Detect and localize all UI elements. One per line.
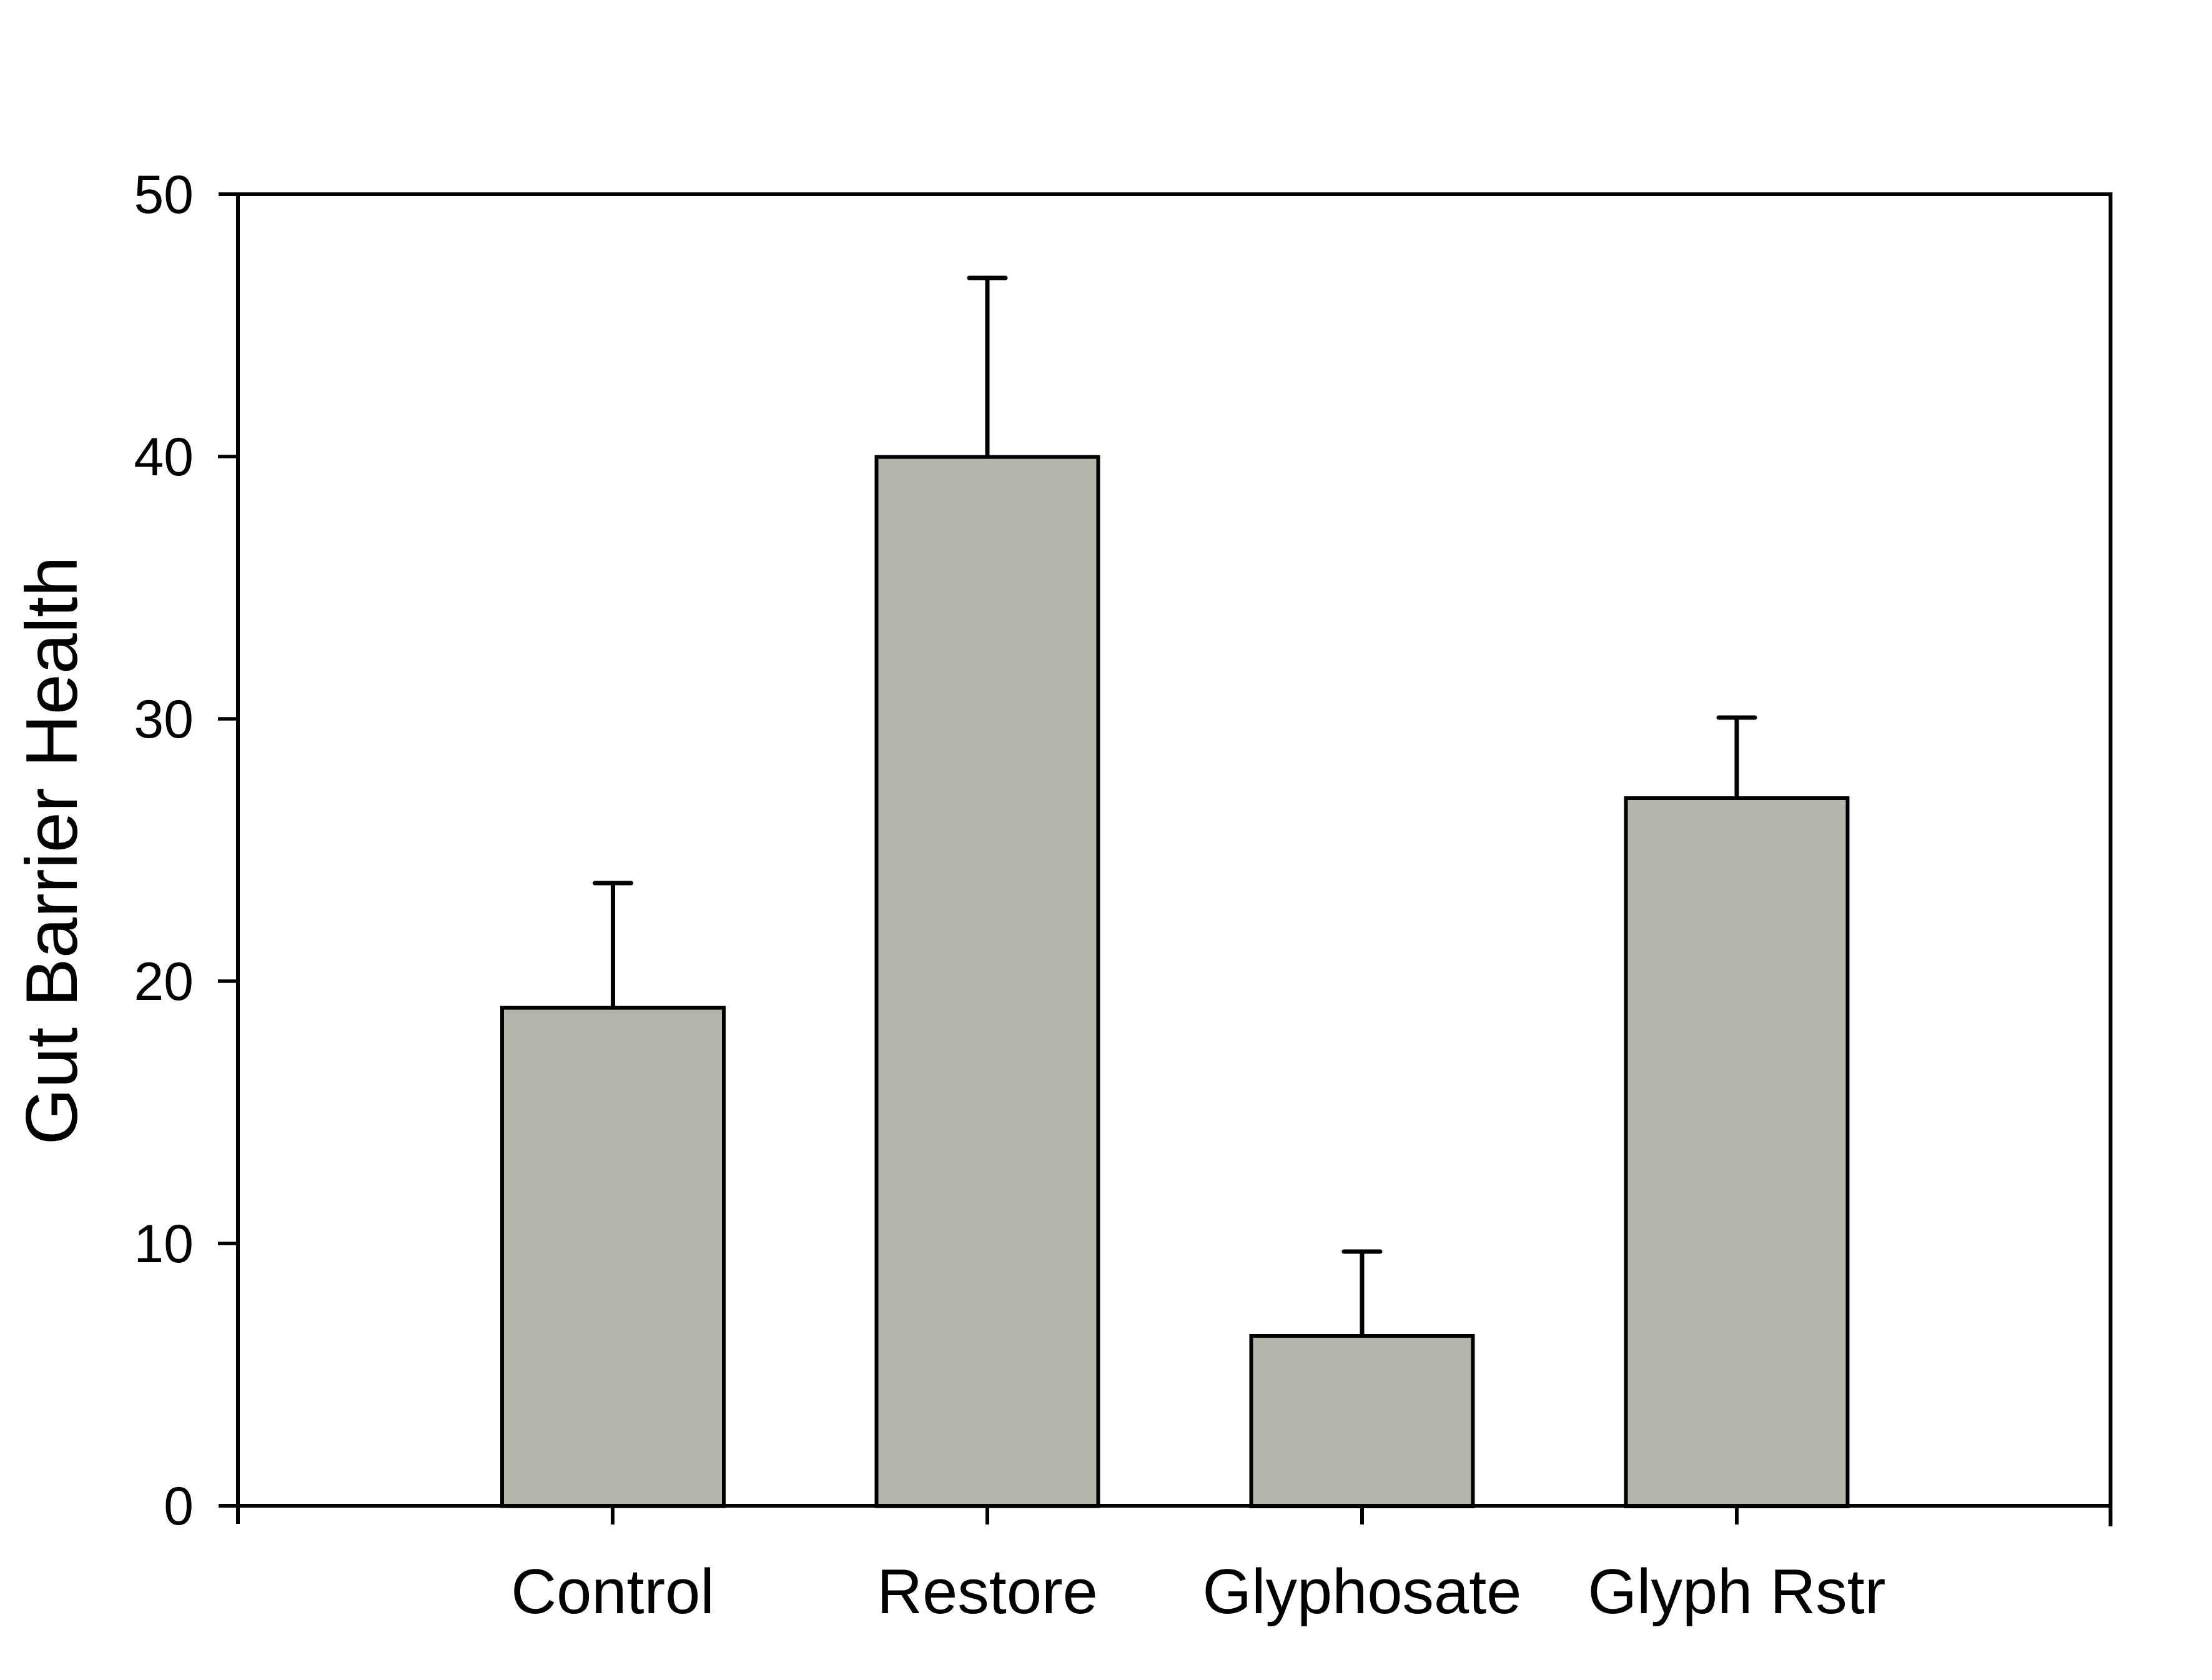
svg-text:50: 50: [134, 165, 194, 225]
svg-text:40: 40: [134, 427, 194, 487]
svg-text:Glyph Rstr: Glyph Rstr: [1587, 1557, 1885, 1627]
svg-text:20: 20: [134, 952, 194, 1012]
svg-text:Gut Barrier Health: Gut Barrier Health: [11, 556, 92, 1145]
svg-text:30: 30: [134, 689, 194, 749]
svg-text:0: 0: [164, 1476, 194, 1536]
svg-text:Glyphosate: Glyphosate: [1203, 1557, 1522, 1627]
svg-text:Restore: Restore: [877, 1557, 1098, 1627]
svg-text:10: 10: [134, 1214, 194, 1274]
svg-text:Control: Control: [511, 1557, 714, 1627]
